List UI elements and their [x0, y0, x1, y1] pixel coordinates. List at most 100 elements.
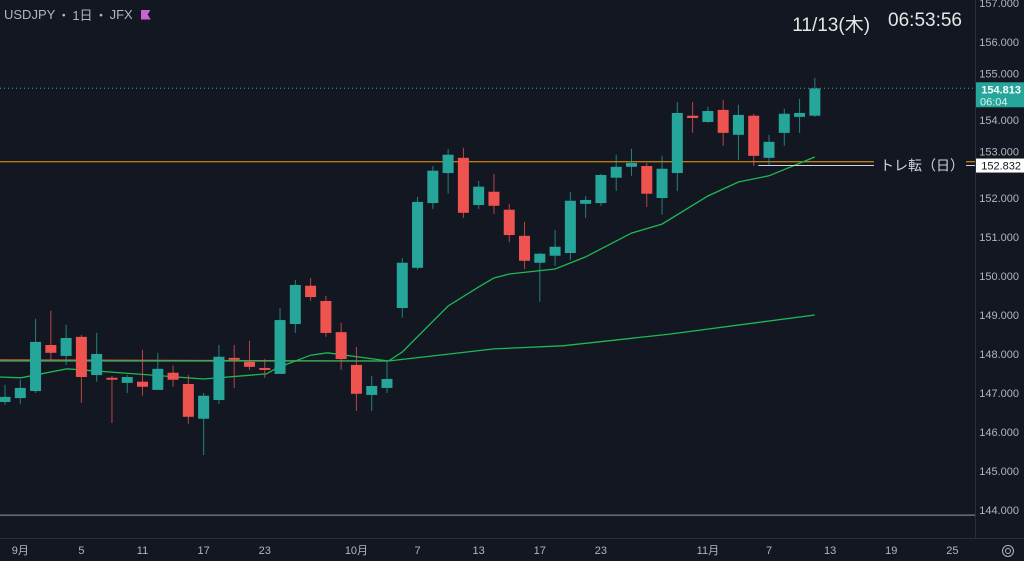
candle[interactable]	[610, 154, 622, 191]
candle[interactable]	[809, 77, 821, 117]
time-tick-label: 9月	[12, 545, 29, 557]
candle-body	[732, 114, 744, 135]
candle-body	[717, 109, 729, 133]
candle-body	[228, 357, 240, 360]
price-tick-label: 152.000	[979, 193, 1019, 205]
candle[interactable]	[717, 99, 729, 146]
candle[interactable]	[243, 340, 255, 370]
candle[interactable]	[274, 307, 286, 374]
candle[interactable]	[564, 191, 576, 261]
flag-icon[interactable]	[140, 9, 151, 20]
candle[interactable]	[748, 113, 760, 167]
candle-body	[305, 285, 317, 298]
candle[interactable]	[534, 252, 546, 302]
candle[interactable]	[519, 221, 531, 269]
candle-body	[243, 361, 255, 367]
candle[interactable]	[625, 148, 637, 176]
candle[interactable]	[106, 375, 118, 424]
candle[interactable]	[45, 310, 57, 360]
candle[interactable]	[289, 279, 301, 333]
candle[interactable]	[381, 361, 393, 393]
symbol-name: USDJPY	[4, 7, 56, 22]
candle-body	[794, 112, 806, 117]
candle[interactable]	[75, 334, 87, 403]
price-axis[interactable]: 157.000 156.000 155.000 154.000 153.000 152.0…	[979, 0, 1019, 517]
candle-body	[396, 262, 408, 308]
candle-body	[473, 186, 485, 206]
candle[interactable]	[595, 173, 607, 206]
candle-body	[641, 166, 653, 194]
candle[interactable]	[732, 104, 744, 160]
trend-reversal-label[interactable]: トレ転（日）	[880, 159, 964, 175]
candle[interactable]	[259, 359, 271, 378]
candle[interactable]	[350, 346, 362, 411]
candle[interactable]	[198, 393, 210, 456]
candle[interactable]	[687, 102, 699, 133]
symbol-header[interactable]: USDJPY ・ 1日・ JFX	[4, 5, 151, 24]
candle-body	[549, 246, 561, 256]
candle-body	[106, 377, 118, 380]
price-tick-label: 147.000	[979, 388, 1019, 400]
candle[interactable]	[763, 134, 775, 165]
price-tick-label: 151.000	[979, 232, 1019, 244]
candle[interactable]	[457, 147, 469, 218]
candle[interactable]	[182, 375, 194, 424]
candle[interactable]	[0, 384, 11, 405]
candle[interactable]	[228, 345, 240, 388]
time-tick-label: 11	[137, 545, 148, 557]
candle[interactable]	[778, 108, 790, 146]
time-tick-label: 7	[766, 545, 772, 557]
time-tick-label: 13	[473, 545, 485, 557]
candle[interactable]	[167, 365, 179, 387]
candle[interactable]	[305, 277, 317, 301]
candle-body	[809, 88, 821, 116]
candle-body	[167, 372, 179, 380]
candle[interactable]	[702, 106, 714, 123]
candle[interactable]	[641, 162, 653, 207]
time-tick-label: 17	[198, 545, 210, 557]
candle[interactable]	[137, 349, 149, 396]
candle-body	[580, 199, 592, 204]
candle[interactable]	[320, 295, 332, 337]
candle[interactable]	[580, 196, 592, 218]
time-axis[interactable]: 9月 5 11 17 23 10月 7 13 17 23 11月 7 13 19 25	[12, 545, 959, 557]
time-tick-label: 13	[824, 545, 836, 557]
price-tick-label: 144.000	[979, 505, 1019, 517]
chart-settings-icon[interactable]	[1002, 545, 1014, 557]
candle-body	[75, 336, 87, 378]
candle[interactable]	[794, 98, 806, 133]
candle-body	[366, 385, 378, 395]
candle[interactable]	[14, 379, 26, 404]
candle[interactable]	[30, 318, 42, 393]
clock-time: 06:53:56	[888, 10, 962, 31]
candle-body	[412, 201, 424, 268]
clock: 11/13(木) 06:53:56	[792, 10, 962, 37]
candle[interactable]	[366, 375, 378, 411]
candle[interactable]	[442, 148, 454, 194]
candle[interactable]	[60, 324, 72, 365]
candle[interactable]	[335, 322, 347, 370]
last-price-label-bg	[976, 82, 1024, 108]
candle-body	[702, 111, 714, 122]
time-tick-label: 23	[595, 545, 607, 557]
candle[interactable]	[503, 203, 515, 243]
candle[interactable]	[121, 375, 133, 393]
candle-body	[213, 356, 225, 401]
candle-body	[381, 378, 393, 388]
candle[interactable]	[152, 352, 164, 390]
candle[interactable]	[213, 345, 225, 404]
candle[interactable]	[549, 229, 561, 266]
candle[interactable]	[473, 180, 485, 209]
candle[interactable]	[488, 173, 500, 214]
clock-date: 11/13(木)	[792, 15, 871, 36]
price-tick-label: 155.000	[979, 68, 1019, 80]
candle[interactable]	[656, 155, 668, 215]
price-tick-label: 145.000	[979, 466, 1019, 478]
candle[interactable]	[412, 196, 424, 270]
candle[interactable]	[671, 102, 683, 191]
candle[interactable]	[427, 166, 439, 209]
candle[interactable]	[396, 258, 408, 318]
candle[interactable]	[91, 332, 103, 382]
exchange: JFX	[109, 7, 133, 22]
